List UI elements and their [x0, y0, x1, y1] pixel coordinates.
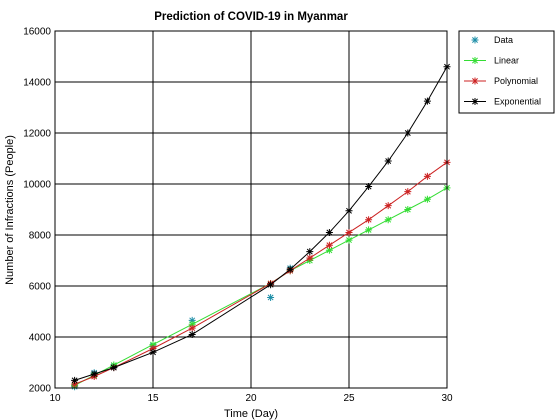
legend-label-polynomial: Polynomial [494, 76, 538, 86]
data-point-exponential [345, 207, 353, 215]
y-tick-label: 12000 [23, 129, 51, 140]
series-linear [71, 184, 451, 389]
x-tick-label: 15 [147, 393, 159, 404]
data-point-linear [384, 216, 392, 224]
data-point-exponential [71, 376, 79, 384]
y-tick-label: 8000 [29, 231, 52, 242]
legend-label-linear: Linear [494, 56, 519, 66]
data-point-polynomial [306, 254, 314, 262]
series-layer [71, 63, 451, 391]
y-tick-label: 10000 [23, 180, 51, 191]
data-point-exponential [404, 129, 412, 137]
y-tick-label: 14000 [23, 78, 51, 89]
data-point-exponential [325, 228, 333, 236]
data-point-exponential [267, 281, 275, 289]
series-exponential [71, 63, 451, 384]
legend-marker-data [471, 36, 479, 44]
legend-label-data: Data [494, 35, 513, 45]
legend-marker-polynomial [471, 77, 479, 85]
data-point-polynomial [325, 241, 333, 249]
data-point-polynomial [423, 172, 431, 180]
data-point-linear [365, 226, 373, 234]
data-point-polynomial [365, 216, 373, 224]
legend-label-exponential: Exponential [494, 97, 541, 107]
grid [55, 31, 447, 388]
data-point-polynomial [149, 344, 157, 352]
y-tick-label: 6000 [29, 282, 52, 293]
series-polynomial [71, 158, 451, 388]
data-point-data [188, 316, 196, 324]
data-point-linear [188, 320, 196, 328]
data-point-polynomial [404, 188, 412, 196]
x-axis-title: Time (Day) [224, 408, 278, 420]
y-tick-label: 16000 [23, 27, 51, 38]
series-line-exponential [74, 66, 448, 381]
x-tick-label: 25 [343, 393, 355, 404]
plot-frame [54, 30, 448, 389]
x-tick-label: 30 [441, 393, 453, 404]
data-point-exponential [365, 183, 373, 191]
data-point-linear [423, 195, 431, 203]
data-point-exponential [286, 265, 294, 273]
data-point-exponential [90, 370, 98, 378]
data-point-linear [345, 236, 353, 244]
y-axis-title: Number of Infractions (People) [4, 135, 16, 285]
chart-title: Prediction of COVID-19 in Myanmar [154, 11, 348, 23]
legend: Data Linear Polynomial Exponential [458, 30, 555, 114]
data-point-exponential [188, 330, 196, 338]
legend-marker-linear [471, 57, 479, 64]
data-point-linear [325, 246, 333, 254]
data-point-linear [404, 206, 412, 213]
data-point-polynomial [345, 228, 353, 236]
data-point-exponential [423, 97, 431, 105]
data-point-exponential [306, 248, 314, 256]
data-point-polynomial [384, 202, 392, 210]
y-axis-ticks: 2000 4000 6000 8000 10000 12000 14000 16000 [23, 27, 51, 395]
data-point-polynomial [188, 324, 196, 332]
data-point-linear [149, 341, 157, 349]
x-tick-label: 20 [245, 393, 257, 404]
legend-marker-exponential [471, 98, 479, 105]
data-point-exponential [149, 348, 157, 356]
series-line-polynomial [74, 161, 448, 385]
x-axis-ticks: 10 15 20 25 30 [49, 393, 453, 404]
data-point-data [267, 293, 275, 301]
y-tick-label: 2000 [29, 384, 52, 395]
x-tick-label: 10 [49, 393, 61, 404]
data-point-exponential [110, 364, 118, 372]
data-point-polynomial [71, 380, 79, 388]
y-tick-label: 4000 [29, 333, 52, 344]
data-point-exponential [384, 157, 392, 165]
